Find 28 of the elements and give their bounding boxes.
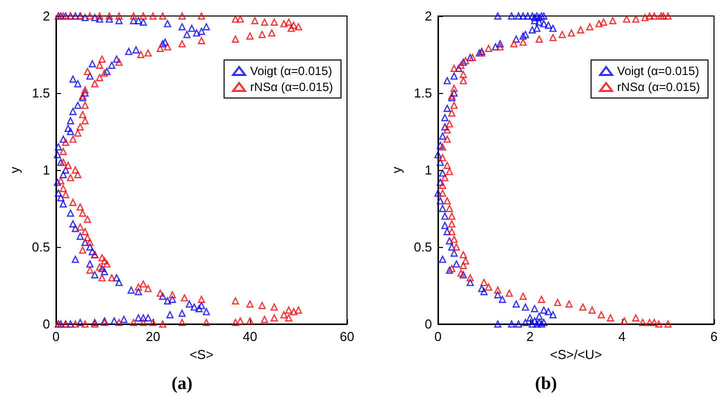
- legend-label: Voigt (α=0.015): [617, 64, 700, 78]
- y-tick-label: 1.5: [414, 86, 432, 100]
- x-tick-label: 20: [146, 329, 160, 344]
- x-axis-title: <S>: [190, 347, 214, 362]
- x-tick-label: 4: [618, 329, 626, 344]
- y-tick-label: 1: [424, 162, 432, 178]
- y-tick-label: 0.5: [32, 240, 50, 254]
- y-tick-label: 0.5: [414, 240, 432, 254]
- x-tick-label: 0: [434, 329, 442, 344]
- x-tick-label: 40: [242, 329, 258, 344]
- y-tick-label: 2: [42, 8, 50, 24]
- y-axis-title: y: [389, 166, 404, 174]
- x-tick-label: 6: [710, 329, 718, 344]
- x-axis-title: <S>/<U>: [550, 347, 602, 362]
- y-tick-label: 0: [424, 316, 432, 332]
- y-tick-label: 1.5: [32, 86, 50, 100]
- x-tick-label: 0: [52, 329, 60, 344]
- legend-label: rNSα (α=0.015): [250, 80, 334, 94]
- x-tick-label: 2: [526, 329, 534, 344]
- y-tick-label: 1: [42, 162, 50, 178]
- x-tick-label: 60: [340, 329, 354, 344]
- legend-label: Voigt (α=0.015): [250, 64, 332, 78]
- y-tick-label: 2: [424, 8, 432, 24]
- text: (a): [172, 373, 192, 393]
- y-axis-title: y: [7, 166, 22, 174]
- text: (b): [535, 373, 558, 393]
- y-tick-label: 0: [42, 316, 50, 332]
- legend-label: rNSα (α=0.015): [617, 80, 700, 94]
